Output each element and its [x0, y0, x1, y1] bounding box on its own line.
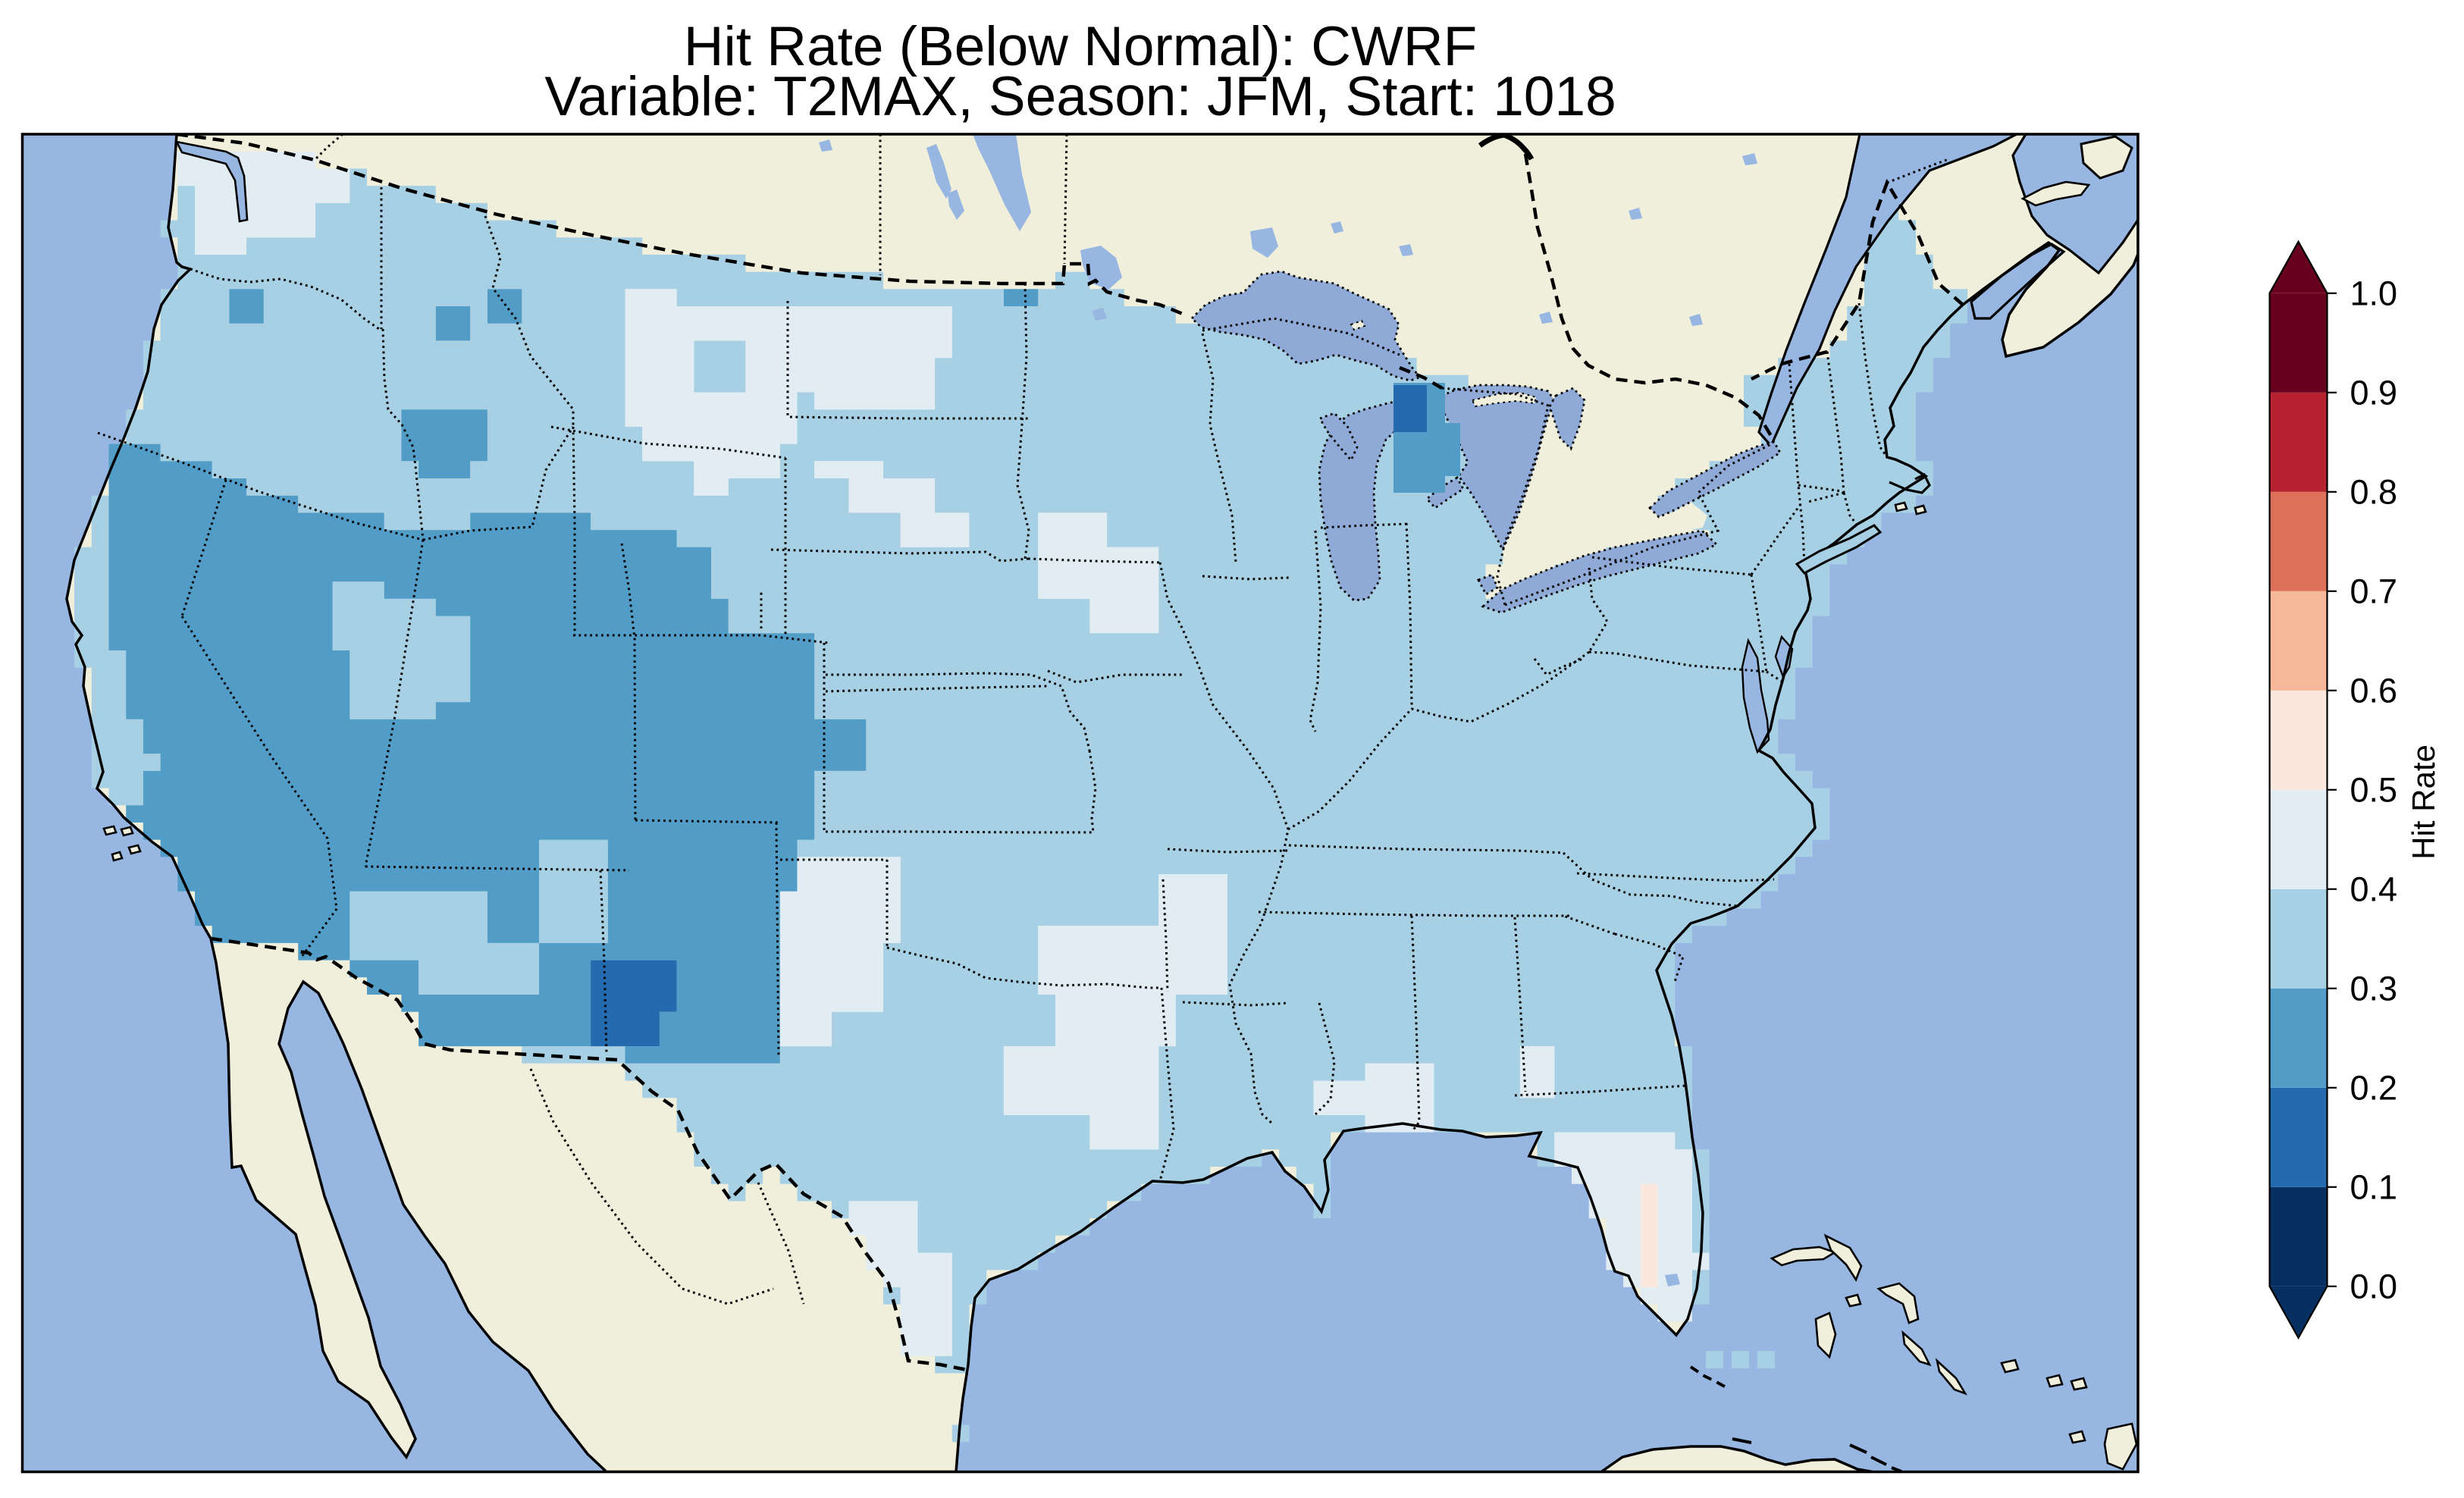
svg-text:Hit Rate (Below Normal): CWRF: Hit Rate (Below Normal): CWRF	[684, 16, 1477, 77]
svg-text:0.1: 0.1	[2350, 1167, 2398, 1206]
svg-text:0.2: 0.2	[2350, 1068, 2398, 1107]
svg-text:Variable: T2MAX, Season: JFM,: Variable: T2MAX, Season: JFM, Start: 101…	[544, 66, 1616, 127]
svg-text:0.4: 0.4	[2350, 870, 2398, 908]
svg-text:0.5: 0.5	[2350, 770, 2398, 809]
svg-text:0.6: 0.6	[2350, 671, 2398, 710]
svg-text:0.7: 0.7	[2350, 572, 2398, 610]
svg-text:0.0: 0.0	[2350, 1267, 2398, 1305]
svg-text:Hit Rate: Hit Rate	[2406, 744, 2441, 860]
svg-text:0.9: 0.9	[2350, 373, 2398, 412]
svg-text:0.8: 0.8	[2350, 472, 2398, 511]
svg-text:0.3: 0.3	[2350, 969, 2398, 1008]
svg-text:1.0: 1.0	[2350, 274, 2398, 312]
